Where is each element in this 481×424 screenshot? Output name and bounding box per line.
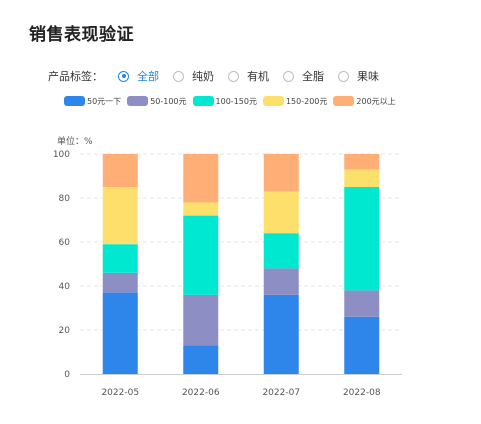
bar-segment-2 (102, 272, 138, 293)
radio-option-label: 全脂 (302, 70, 324, 83)
bar-segment-2 (263, 268, 299, 295)
legend-item-under-50[interactable]: 50元一下 (64, 96, 121, 107)
y-tick-label: 40 (59, 282, 71, 292)
bar-segment-2 (344, 290, 380, 317)
bar-segment-4 (183, 202, 219, 216)
y-tick-label: 60 (59, 238, 71, 248)
bar-segment-3 (263, 233, 299, 269)
x-tick-label: 2022-05 (101, 388, 139, 398)
legend-swatch-icon (262, 96, 284, 106)
radio-option-label: 纯奶 (192, 70, 214, 83)
bar-segment-3 (344, 187, 380, 291)
legend-item-over-200[interactable]: 200元以上 (333, 96, 396, 107)
bar-segment-2 (183, 294, 219, 346)
bar-segment-1 (102, 292, 138, 374)
legend-item-150-200[interactable]: 150-200元 (262, 96, 328, 107)
y-tick-label: 20 (59, 326, 71, 336)
bar-segment-4 (102, 187, 138, 245)
radio-unselected-icon (338, 70, 349, 82)
product-tag-filter: 产品标签： 全部 纯奶 有机 全脂 果味 (48, 66, 379, 86)
radio-option-all[interactable]: 全部 (118, 68, 159, 84)
radio-selected-icon (118, 70, 129, 82)
legend-swatch-icon (192, 96, 214, 106)
legend-label: 50元一下 (87, 96, 122, 106)
x-tick-label: 2022-07 (262, 388, 300, 398)
bar-segment-1 (344, 316, 380, 374)
radio-unselected-icon (228, 70, 239, 82)
bar-segment-5 (263, 154, 299, 192)
radio-unselected-icon (283, 70, 294, 82)
bar-segment-5 (344, 154, 380, 170)
y-tick-label: 100 (53, 150, 70, 160)
legend-label: 150-200元 (285, 96, 328, 106)
legend-swatch-icon (64, 96, 85, 106)
radio-option-pure-milk[interactable]: 纯奶 (173, 68, 214, 84)
radio-option-label: 有机 (247, 70, 269, 83)
bar-segment-5 (102, 154, 138, 187)
bar-segment-3 (102, 244, 138, 273)
y-tick-label: 80 (59, 194, 71, 204)
bar-segment-1 (183, 345, 219, 374)
radio-option-fruit-flavor[interactable]: 果味 (338, 68, 379, 84)
filter-label: 产品标签： (48, 70, 103, 83)
radio-unselected-icon (173, 70, 184, 82)
radio-option-organic[interactable]: 有机 (228, 68, 269, 84)
radio-option-label: 全部 (137, 70, 159, 83)
radio-option-whole-fat[interactable]: 全脂 (283, 68, 324, 84)
x-tick-label: 2022-06 (182, 388, 220, 398)
radio-option-label: 果味 (357, 70, 379, 83)
chart-legend: 50元一下 50-100元 100-150元 150-200元 200元以上 (64, 94, 402, 108)
legend-swatch-icon (127, 96, 149, 106)
y-tick-label: 0 (64, 370, 70, 380)
bar-segment-4 (263, 191, 299, 234)
bar-segment-4 (344, 169, 380, 187)
legend-label: 100-150元 (215, 96, 257, 106)
bar-segment-1 (263, 294, 299, 374)
bar-segment-3 (183, 215, 219, 295)
legend-label: 200元以上 (356, 96, 396, 106)
legend-item-50-100[interactable]: 50-100元 (127, 96, 187, 107)
legend-item-100-150[interactable]: 100-150元 (192, 96, 257, 107)
page-title: 销售表现验证 (29, 25, 134, 45)
y-axis-unit-label: 单位：% (57, 137, 93, 147)
bar-segment-5 (183, 154, 219, 203)
legend-label: 50-100元 (150, 96, 187, 106)
legend-swatch-icon (333, 96, 355, 106)
x-tick-label: 2022-08 (343, 388, 381, 398)
